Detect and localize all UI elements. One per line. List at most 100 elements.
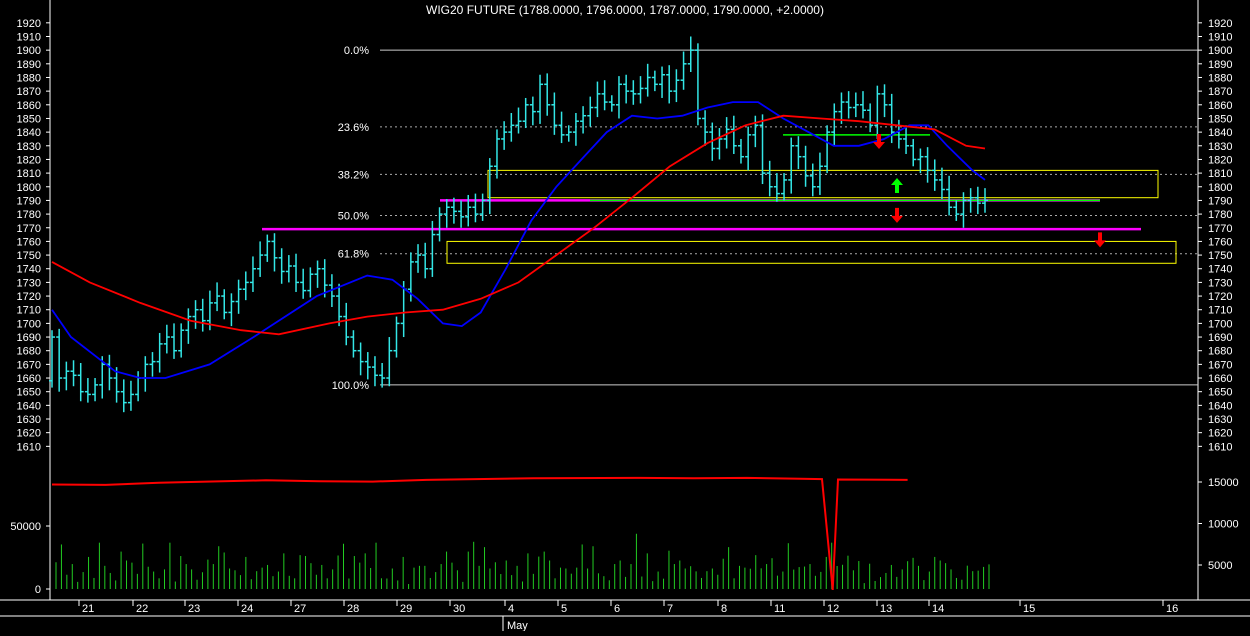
price-tick-label: 1620 <box>1208 428 1232 440</box>
moving-average-line <box>51 114 986 336</box>
price-tick-label: 1890 <box>17 59 41 71</box>
fib-label: 0.0% <box>344 45 369 57</box>
price-tick-label: 1690 <box>1208 332 1232 344</box>
price-tick-label: 1690 <box>17 332 41 344</box>
price-tick-label: 1710 <box>1208 305 1232 317</box>
price-tick-label: 1830 <box>1208 141 1232 153</box>
price-tick-label: 1760 <box>1208 236 1232 248</box>
x-tick-label: 22 <box>136 603 148 615</box>
fib-label: 50.0% <box>338 210 369 222</box>
price-tick-label: 1840 <box>1208 127 1232 139</box>
arrow-down-icon <box>873 134 885 150</box>
price-tick-label: 1650 <box>17 387 41 399</box>
price-tick-label: 1870 <box>17 86 41 98</box>
price-tick-label: 1770 <box>1208 223 1232 235</box>
price-tick-label: 1780 <box>1208 209 1232 221</box>
volume-tick-label: 50000 <box>10 521 41 533</box>
price-tick-label: 1710 <box>17 305 41 317</box>
x-tick-label: 16 <box>1166 603 1178 615</box>
x-tick-label: 11 <box>774 603 785 615</box>
month-label: May <box>507 620 528 631</box>
fib-label: 100.0% <box>332 380 370 392</box>
price-tick-label: 1700 <box>1208 318 1232 330</box>
price-tick-label: 1800 <box>17 182 41 194</box>
price-tick-label: 1910 <box>17 31 41 43</box>
x-tick-label: 4 <box>508 603 514 615</box>
price-tick-label: 1740 <box>1208 264 1232 276</box>
volume-tick-label: 10000 <box>1208 519 1239 531</box>
volume-tick-label: 15000 <box>1208 477 1239 489</box>
arrow-up-icon <box>891 178 903 194</box>
price-tick-label: 1630 <box>1208 414 1232 426</box>
price-tick-label: 1900 <box>1208 45 1232 57</box>
price-tick-label: 1630 <box>17 414 41 426</box>
price-tick-label: 1610 <box>17 441 41 453</box>
volume-tick-label: 5000 <box>1208 560 1232 572</box>
volume-tick-label: 0 <box>35 584 41 596</box>
price-tick-label: 1840 <box>17 127 41 139</box>
price-tick-label: 1660 <box>17 373 41 385</box>
price-tick-label: 1720 <box>17 291 41 303</box>
x-tick-label: 12 <box>827 603 839 615</box>
x-tick-label: 24 <box>241 603 253 615</box>
price-tick-label: 1910 <box>1208 31 1232 43</box>
moving-average-line <box>51 101 986 379</box>
price-tick-label: 1760 <box>17 236 41 248</box>
x-tick-label: 14 <box>932 603 944 615</box>
price-tick-label: 1790 <box>1208 195 1232 207</box>
price-tick-label: 1880 <box>1208 72 1232 84</box>
price-tick-label: 1920 <box>17 18 41 30</box>
price-tick-label: 1650 <box>1208 387 1232 399</box>
fib-label: 38.2% <box>338 169 369 181</box>
x-tick-label: 7 <box>667 603 673 615</box>
box-annotation <box>487 169 1159 199</box>
price-tick-label: 1860 <box>1208 100 1232 112</box>
price-tick-label: 1890 <box>1208 59 1232 71</box>
price-tick-label: 1870 <box>1208 86 1232 98</box>
arrow-down-icon <box>1094 232 1106 248</box>
price-tick-label: 1770 <box>17 223 41 235</box>
price-tick-label: 1810 <box>1208 168 1232 180</box>
price-tick-label: 1830 <box>17 141 41 153</box>
price-tick-label: 1780 <box>17 209 41 221</box>
price-tick-label: 1640 <box>1208 400 1232 412</box>
price-tick-label: 1670 <box>1208 359 1232 371</box>
x-tick-label: 5 <box>561 603 567 615</box>
price-tick-label: 1860 <box>17 100 41 112</box>
price-tick-label: 1900 <box>17 45 41 57</box>
fib-label: 23.6% <box>338 122 369 134</box>
price-tick-label: 1790 <box>17 195 41 207</box>
x-tick-label: 29 <box>400 603 412 615</box>
open-interest-line <box>51 476 908 590</box>
chart-title: WIG20 FUTURE (1788.0000, 1796.0000, 1787… <box>426 3 824 17</box>
price-tick-label: 1720 <box>1208 291 1232 303</box>
x-tick-label: 23 <box>188 603 200 615</box>
price-tick-label: 1920 <box>1208 18 1232 30</box>
price-tick-label: 1680 <box>1208 346 1232 358</box>
fib-label: 61.8% <box>338 249 369 261</box>
x-tick-label: 6 <box>614 603 620 615</box>
x-tick-label: 8 <box>721 603 727 615</box>
price-tick-label: 1740 <box>17 264 41 276</box>
price-tick-label: 1660 <box>1208 373 1232 385</box>
price-tick-label: 1730 <box>1208 277 1232 289</box>
price-tick-label: 1620 <box>17 428 41 440</box>
x-tick-label: 27 <box>294 603 306 615</box>
price-tick-label: 1610 <box>1208 441 1232 453</box>
price-tick-label: 1680 <box>17 346 41 358</box>
x-tick-label: 13 <box>880 603 892 615</box>
box-annotation <box>446 240 1177 264</box>
x-tick-label: 28 <box>347 603 359 615</box>
price-tick-label: 1850 <box>17 113 41 125</box>
arrow-down-icon <box>891 207 903 223</box>
x-tick-label: 30 <box>453 603 465 615</box>
price-tick-label: 1820 <box>17 154 41 166</box>
x-tick-label: 21 <box>82 603 94 615</box>
price-tick-label: 1750 <box>17 250 41 262</box>
price-tick-label: 1880 <box>17 72 41 84</box>
price-tick-label: 1750 <box>1208 250 1232 262</box>
price-tick-label: 1700 <box>17 318 41 330</box>
price-tick-label: 1800 <box>1208 182 1232 194</box>
x-tick-label: 15 <box>1023 603 1035 615</box>
